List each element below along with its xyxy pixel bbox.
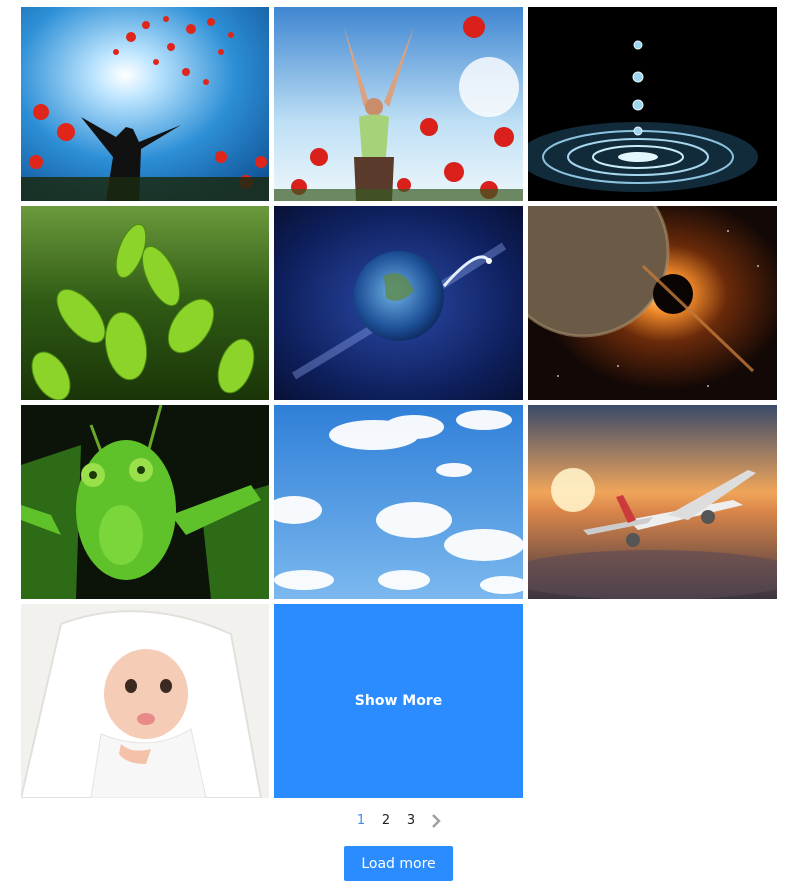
page-link-1[interactable]: 1 [356,813,366,828]
gallery-item-1[interactable] [21,7,269,201]
earth-space-image [274,206,523,400]
grasshopper-image [21,405,269,599]
next-page-button[interactable] [424,814,449,828]
show-more-label: Show More [354,693,443,709]
blue-sky-clouds-image [274,405,523,599]
gallery-item-8[interactable] [274,405,523,599]
page-link-3[interactable]: 3 [406,813,416,828]
woman-poppy-field-image [274,7,523,201]
image-gallery: Show More [21,7,777,798]
gallery-item-2[interactable] [274,7,523,201]
planet-eclipse-image [528,206,777,400]
gallery-item-10[interactable] [21,604,269,798]
load-more-button[interactable]: Load more [344,846,453,881]
chevron-right-icon [432,814,441,828]
airplane-sunset-image [528,405,777,599]
gallery-item-5[interactable] [274,206,523,400]
gallery-item-6[interactable] [528,206,777,400]
show-more-tile[interactable]: Show More [274,604,523,798]
baby-towel-image [21,604,269,798]
poppies-silhouette-image [21,7,269,201]
gallery-item-3[interactable] [528,7,777,201]
tea-leaves-image [21,206,269,400]
pagination: 1 2 3 [0,811,797,831]
page-link-2[interactable]: 2 [381,813,391,828]
gallery-item-4[interactable] [21,206,269,400]
water-drop-image [528,7,777,201]
gallery-item-7[interactable] [21,405,269,599]
gallery-item-9[interactable] [528,405,777,599]
